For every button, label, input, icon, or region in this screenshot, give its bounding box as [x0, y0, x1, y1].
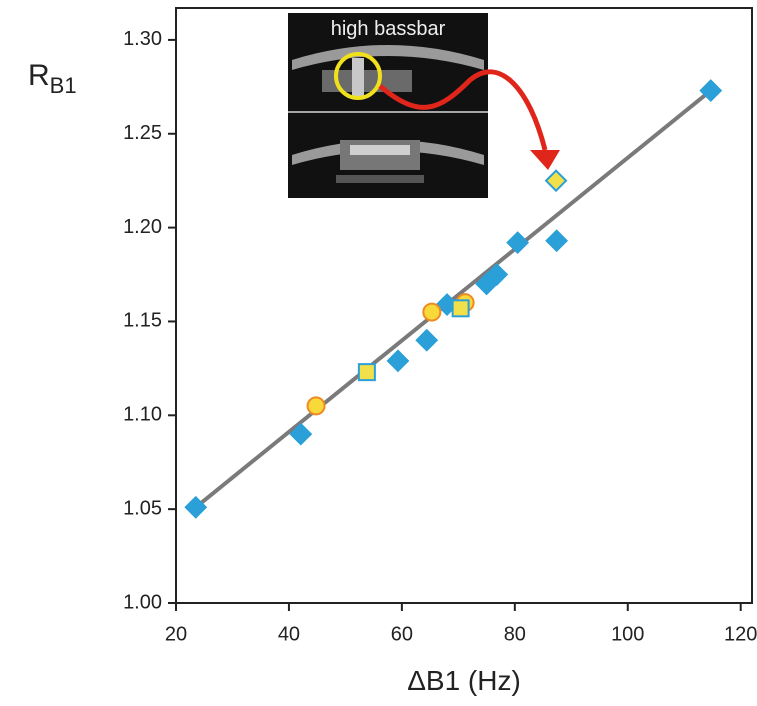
chart: ΔB1 (Hz) RB1 20 40 60 80 100 120 1.00 1.05 1.10 1…: [0, 0, 757, 706]
point-square: [453, 300, 469, 316]
y-tick-label: 1.20: [123, 216, 162, 238]
y-tick-label: 1.30: [123, 28, 162, 50]
x-tick-label: 20: [165, 623, 187, 645]
x-tick-label: 100: [611, 623, 644, 645]
point-circle: [423, 304, 440, 321]
x-axis-label: ΔB1 (Hz): [407, 665, 521, 696]
y-axis-label: RB1: [28, 59, 77, 98]
y-tick-label: 1.00: [123, 591, 162, 613]
point-circle: [308, 397, 325, 414]
x-tick-label: 80: [504, 623, 526, 645]
y-label-main: R: [28, 59, 50, 92]
point-square: [359, 364, 375, 380]
y-label-sub: B1: [50, 73, 77, 98]
y-tick-label: 1.10: [123, 404, 162, 426]
annotation: high bassbar: [331, 18, 446, 40]
y-tick-label: 1.25: [123, 122, 162, 144]
x-tick-label: 60: [391, 623, 413, 645]
y-tick-label: 1.05: [123, 497, 162, 519]
y-tick-label: 1.15: [123, 310, 162, 332]
x-tick-label: 40: [278, 623, 300, 645]
x-tick-label: 120: [724, 623, 757, 645]
